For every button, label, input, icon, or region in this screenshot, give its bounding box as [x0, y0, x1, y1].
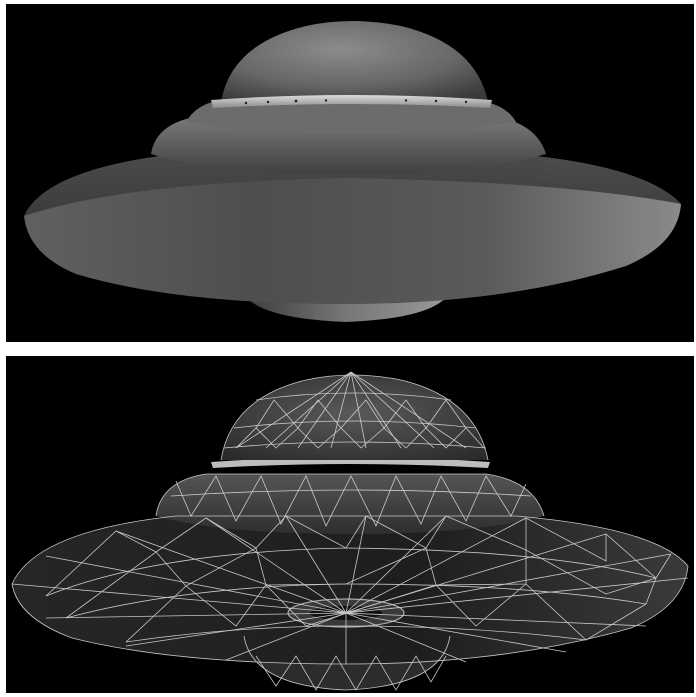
wire-main-disc — [12, 516, 688, 664]
wireframe-saucer-image — [11, 371, 689, 691]
wireframe-render-panel — [6, 356, 694, 693]
wire-middle-tier — [156, 474, 544, 534]
saucer-main-disc — [24, 154, 681, 304]
saucer-ring — [211, 95, 492, 108]
wireframe-mesh — [11, 371, 689, 691]
shaded-render-panel — [6, 4, 694, 342]
saucer-middle-tier — [151, 116, 546, 174]
saucer-upper-tier — [186, 100, 516, 134]
shaded-saucer-image — [24, 21, 681, 322]
saucer-dome — [221, 21, 488, 102]
